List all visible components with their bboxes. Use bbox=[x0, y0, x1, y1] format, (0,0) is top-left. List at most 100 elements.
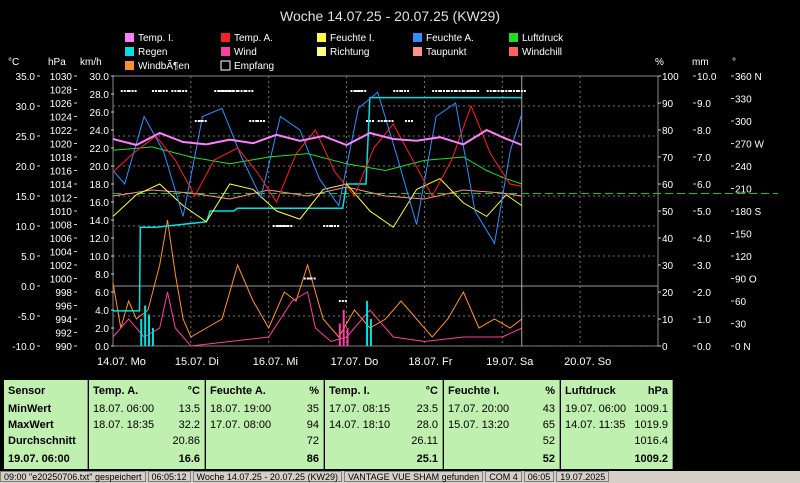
direction-dot bbox=[255, 120, 258, 122]
pct-tick-label: 0 bbox=[662, 342, 668, 353]
rain-bar bbox=[148, 314, 151, 346]
rain-bar bbox=[144, 305, 147, 346]
chart-axes: 35.0 30.0 25.0 20.0 15.0 10.0 5.0 0.0 -5.0 -10.0 1… bbox=[12, 72, 764, 368]
table-row: 86 bbox=[210, 452, 319, 466]
cell-left: Temp. I. bbox=[329, 385, 370, 397]
wind-tick-label: 10.0 bbox=[90, 252, 110, 263]
chart-title: Woche 14.07.25 - 20.07.25 (KW29) bbox=[280, 8, 500, 24]
pct-tick-label: 100 bbox=[662, 72, 679, 83]
table-row: Feuchte A.% bbox=[210, 384, 319, 398]
direction-dot bbox=[477, 90, 480, 92]
press-tick-label: 1004 bbox=[50, 248, 73, 259]
legend-label: Empfang bbox=[234, 61, 274, 72]
table-row: Feuchte I.% bbox=[448, 384, 555, 398]
press-tick-label: 1018 bbox=[50, 153, 73, 164]
table-row: 18.07. 19:00 35 bbox=[210, 402, 319, 416]
chart-legend: Temp. I. Temp. A. Feuchte I. Feuchte A. Luft… bbox=[125, 33, 564, 72]
day-label: 15.07. Di bbox=[175, 356, 219, 368]
direction-dot bbox=[489, 90, 492, 92]
temp-tick-label: 25.0 bbox=[16, 132, 36, 143]
table-row: 19.07. 06:00 1009.1 bbox=[565, 402, 668, 416]
direction-dot bbox=[471, 90, 474, 92]
cell-left: 15.07. 13:20 bbox=[448, 419, 510, 431]
row-label-max: MaxWert bbox=[8, 419, 54, 431]
series-regen bbox=[113, 96, 522, 312]
table-row: 52 bbox=[448, 452, 555, 466]
table-row: 1016.4 bbox=[565, 434, 668, 448]
series-taupunkt bbox=[112, 186, 522, 200]
day-label: 16.07. Mi bbox=[253, 356, 298, 368]
direction-dot bbox=[337, 225, 339, 227]
right-edge bbox=[778, 0, 800, 378]
cell-value: 86 bbox=[306, 453, 319, 465]
cell-value: 32.2 bbox=[178, 419, 200, 431]
rain-bar bbox=[366, 301, 369, 346]
press-tick-label: 1026 bbox=[50, 99, 73, 110]
cell-left: 14.07. 11:35 bbox=[565, 419, 626, 431]
cell-value: 26.11 bbox=[411, 435, 438, 447]
direction-dot bbox=[513, 90, 516, 92]
cell-left: 18.07. 18:35 bbox=[93, 419, 155, 431]
direction-dot bbox=[185, 90, 188, 92]
direction-dot bbox=[410, 120, 413, 122]
pct-tick-label: 10 bbox=[662, 315, 674, 326]
rain-bar bbox=[342, 310, 345, 346]
cell-value: 65 bbox=[542, 419, 555, 431]
dir-tick-label: 270 W bbox=[735, 140, 764, 151]
press-tick-label: 992 bbox=[55, 329, 72, 340]
direction-dot bbox=[225, 90, 228, 92]
direction-dot bbox=[232, 90, 235, 92]
dir-tick-label: 300 bbox=[735, 117, 752, 128]
direction-dot bbox=[229, 90, 232, 92]
press-tick-label: 1020 bbox=[50, 140, 73, 151]
temp-unit: °C bbox=[8, 57, 19, 68]
pct-tick-label: 60 bbox=[662, 180, 674, 191]
cell-value: % bbox=[309, 385, 319, 397]
press-tick-label: 1024 bbox=[50, 113, 73, 124]
legend-swatch bbox=[125, 47, 134, 56]
temp-tick-label: 30.0 bbox=[16, 102, 36, 113]
direction-dot bbox=[120, 90, 123, 92]
table-column: Temp. I. °C 17.07. 08:15 23.5 14.07. 18:10 28… bbox=[325, 380, 443, 469]
legend-label: Taupunkt bbox=[426, 47, 467, 58]
direction-dot bbox=[171, 90, 174, 92]
direction-dot bbox=[284, 225, 287, 227]
legend-label: Luftdruck bbox=[522, 33, 564, 44]
table-row: 72 bbox=[210, 434, 319, 448]
status-panel: 09:00 "e20250706.txt" gespeichert bbox=[0, 471, 146, 482]
rain-tick-label: 10.0 bbox=[697, 72, 717, 83]
rain-tick-label: 3.0 bbox=[697, 261, 711, 272]
direction-dot bbox=[383, 120, 386, 122]
direction-dot bbox=[474, 90, 477, 92]
direction-dot bbox=[380, 120, 383, 122]
direction-dot bbox=[516, 90, 519, 92]
press-tick-label: 1014 bbox=[50, 180, 73, 191]
status-panel: 06:05 bbox=[523, 471, 555, 482]
direction-dot bbox=[520, 90, 523, 92]
day-label: 19.07. Sa bbox=[486, 356, 534, 368]
rain-tick-label: 9.0 bbox=[697, 99, 711, 110]
direction-dot bbox=[257, 120, 260, 122]
rain-tick-label: 6.0 bbox=[697, 180, 711, 191]
press-unit: hPa bbox=[48, 57, 66, 68]
dir-tick-label: 30 bbox=[735, 320, 747, 331]
temp-tick-label: 10.0 bbox=[16, 222, 36, 233]
direction-dot bbox=[249, 120, 252, 122]
series-windben bbox=[112, 219, 523, 338]
table-row: 14.07. 11:35 1019.9 bbox=[565, 418, 668, 432]
temp-tick-label: 5.0 bbox=[21, 252, 35, 263]
temp-tick-label: 0.0 bbox=[21, 282, 35, 293]
legend-swatch bbox=[125, 33, 134, 42]
wind-tick-label: 14.0 bbox=[90, 216, 110, 227]
direction-dot bbox=[510, 90, 513, 92]
table-row: 25.1 bbox=[329, 452, 438, 466]
wind-tick-label: 26.0 bbox=[90, 108, 110, 119]
press-tick-label: 1022 bbox=[50, 126, 73, 137]
pct-tick-label: 30 bbox=[662, 261, 674, 272]
direction-dot bbox=[218, 90, 221, 92]
direction-dot bbox=[372, 120, 375, 122]
pct-tick-label: 70 bbox=[662, 153, 674, 164]
cell-value: 13.5 bbox=[178, 403, 200, 415]
direction-dot bbox=[154, 90, 157, 92]
press-tick-label: 1000 bbox=[50, 275, 73, 286]
